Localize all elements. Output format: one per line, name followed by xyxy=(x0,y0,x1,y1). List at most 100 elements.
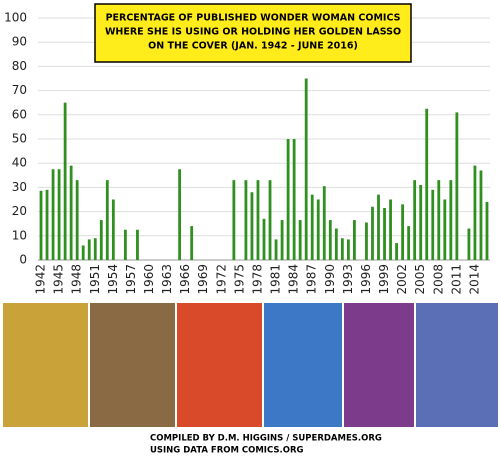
x-tick-label: 1987 xyxy=(305,264,319,295)
x-tick-label: 1957 xyxy=(124,264,138,295)
bar xyxy=(136,229,139,260)
bar xyxy=(280,220,284,260)
x-tick-label: 1954 xyxy=(106,264,120,295)
x-tick-label: 2014 xyxy=(467,264,481,295)
x-tick-label: 1978 xyxy=(250,264,264,295)
bar xyxy=(232,180,236,260)
bar xyxy=(407,226,411,260)
bar xyxy=(111,199,115,260)
y-tick-label: 30 xyxy=(12,180,27,194)
chart-title: WHERE SHE IS USING OR HOLDING HER GOLDEN… xyxy=(105,27,401,38)
bar xyxy=(322,186,326,260)
credit: USING DATA FROM COMICS.ORG xyxy=(150,446,303,456)
cover xyxy=(177,303,262,427)
x-tick-label: 1969 xyxy=(196,264,210,295)
y-tick-label: 20 xyxy=(12,204,27,218)
bar xyxy=(395,243,398,260)
y-tick-label: 50 xyxy=(12,132,27,146)
bar xyxy=(425,108,429,260)
x-tick-label: 1981 xyxy=(269,264,283,295)
bar xyxy=(419,184,423,260)
x-tick-label: 2002 xyxy=(395,264,409,295)
chart-title: ON THE COVER (JAN. 1942 - JUNE 2016) xyxy=(148,41,358,52)
y-tick-label: 40 xyxy=(12,156,27,170)
bar xyxy=(57,169,61,260)
bar xyxy=(437,180,441,260)
bar xyxy=(316,199,320,260)
bar xyxy=(178,169,182,260)
y-tick-label: 70 xyxy=(12,83,27,97)
bar xyxy=(467,228,471,260)
bar xyxy=(81,245,85,260)
y-tick-label: 10 xyxy=(12,228,27,242)
cover xyxy=(90,303,175,427)
cover xyxy=(264,303,342,427)
bar xyxy=(340,238,344,260)
x-tick-label: 2011 xyxy=(449,264,463,295)
bar xyxy=(353,220,356,260)
bar xyxy=(328,220,332,260)
bar xyxy=(431,189,435,260)
bar xyxy=(304,78,308,260)
cover xyxy=(3,303,88,427)
bar xyxy=(93,238,97,260)
bar xyxy=(99,220,103,260)
bar xyxy=(256,180,260,260)
bar xyxy=(63,102,67,260)
bar xyxy=(383,207,386,260)
bar xyxy=(310,194,314,260)
x-tick-label: 1942 xyxy=(34,264,48,295)
bar xyxy=(455,112,459,260)
y-tick-label: 0 xyxy=(19,253,27,267)
y-tick-label: 90 xyxy=(12,35,27,49)
x-tick-label: 1993 xyxy=(341,264,355,295)
bar xyxy=(389,199,392,260)
cover xyxy=(344,303,414,427)
x-tick-label: 1972 xyxy=(214,264,228,295)
bar xyxy=(401,204,405,260)
x-tick-label: 1966 xyxy=(178,264,192,295)
bar xyxy=(87,239,91,260)
bar xyxy=(413,180,417,260)
bar xyxy=(244,180,248,260)
bar xyxy=(485,201,489,260)
credit: COMPILED BY D.M. HIGGINS / SUPERDAMES.OR… xyxy=(150,434,382,444)
x-tick-label: 1975 xyxy=(232,264,246,295)
bar xyxy=(39,190,43,260)
x-tick-label: 1951 xyxy=(88,264,102,295)
bar xyxy=(365,222,368,260)
bar xyxy=(449,180,453,260)
bar xyxy=(298,220,302,260)
bar xyxy=(190,226,194,260)
bar xyxy=(346,239,350,260)
bar xyxy=(371,206,374,260)
x-tick-label: 1948 xyxy=(70,264,84,295)
bar xyxy=(250,192,254,260)
chart-title: PERCENTAGE OF PUBLISHED WONDER WOMAN COM… xyxy=(106,13,401,24)
bar xyxy=(262,218,266,260)
x-tick-label: 1960 xyxy=(142,264,156,295)
bar xyxy=(274,239,278,260)
y-tick-label: 100 xyxy=(4,11,27,25)
bar xyxy=(334,228,338,260)
x-tick-label: 1984 xyxy=(287,264,301,295)
bar xyxy=(443,199,447,260)
bar xyxy=(123,229,127,260)
y-tick-label: 80 xyxy=(12,59,27,73)
bar xyxy=(69,165,73,260)
x-tick-label: 1963 xyxy=(160,264,174,295)
bar xyxy=(473,165,477,260)
bar xyxy=(292,139,296,260)
bar xyxy=(479,170,483,260)
title-box xyxy=(94,3,412,63)
bar xyxy=(268,180,272,260)
bar xyxy=(377,194,380,260)
x-tick-label: 1996 xyxy=(359,264,373,295)
cover xyxy=(416,303,498,427)
x-tick-label: 1990 xyxy=(323,264,337,295)
x-tick-label: 1945 xyxy=(52,264,66,295)
y-tick-label: 60 xyxy=(12,107,27,121)
bar xyxy=(51,169,55,260)
x-tick-label: 1999 xyxy=(377,264,391,295)
